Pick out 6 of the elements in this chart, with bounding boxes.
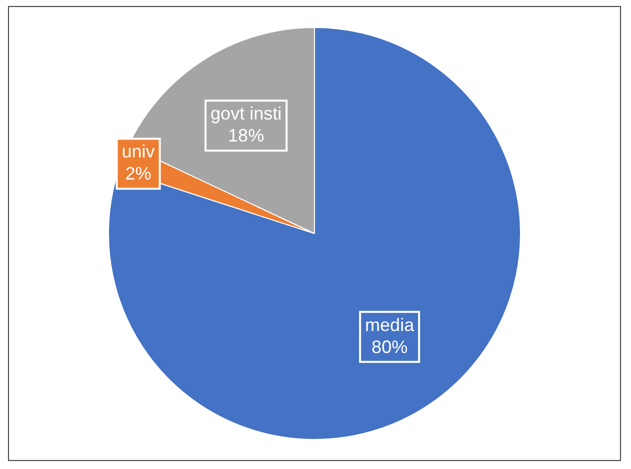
slice-label: govt insti <box>210 104 282 124</box>
data-label: 2% <box>125 164 152 184</box>
slice-label: media <box>365 314 416 335</box>
data-label: 80% <box>372 336 408 357</box>
slice-label: univ <box>122 142 155 162</box>
data-label: 18% <box>228 126 264 146</box>
